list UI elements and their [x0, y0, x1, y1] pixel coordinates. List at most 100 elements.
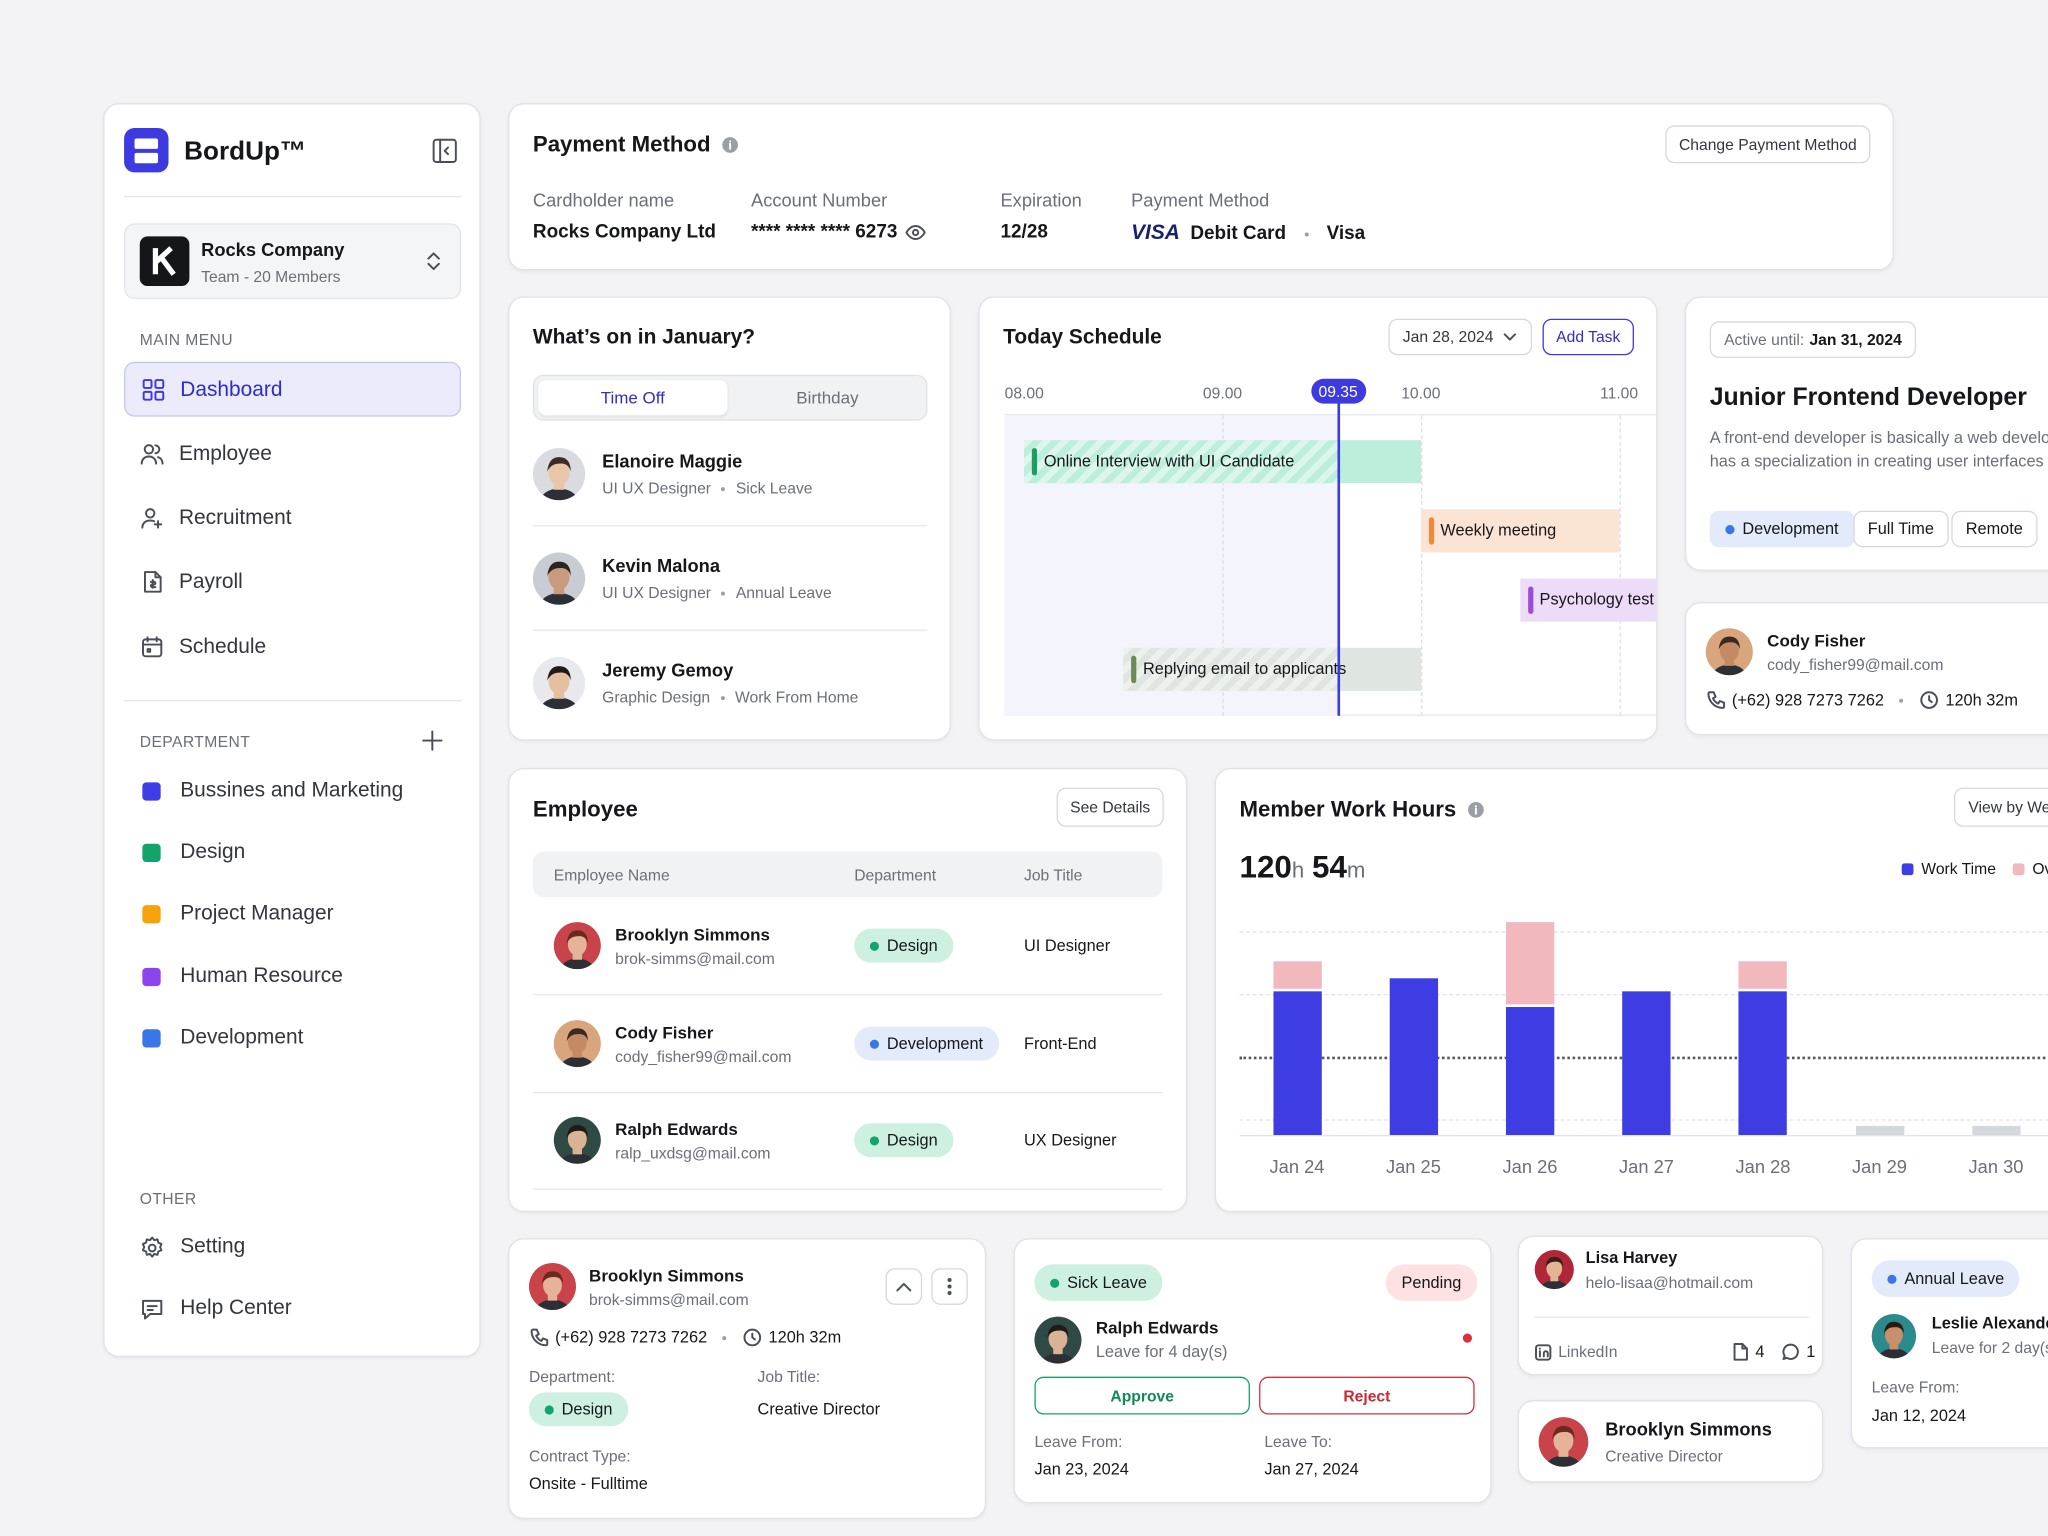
job-tag-text: Full Time: [1867, 519, 1934, 539]
person-meta: UI UX Designer Annual Leave: [602, 584, 832, 602]
menu-item[interactable]: Employee: [124, 427, 461, 482]
employee-email: cody_fisher99@mail.com: [615, 1047, 792, 1066]
total-hours: 120 h 54 m: [1240, 850, 1366, 887]
comment-count: 1: [1806, 1342, 1816, 1361]
social-email: helo-lisaa@hotmail.com: [1585, 1273, 1754, 1292]
company-meta: Team - 20 Members: [201, 267, 341, 287]
change-payment-button[interactable]: Change Payment Method: [1665, 125, 1871, 164]
collapse-button[interactable]: [885, 1268, 923, 1305]
total-hours-unit: h: [1291, 858, 1305, 883]
legend-item: Overtime: [2012, 859, 2048, 878]
january-card: What’s on in January? Time Off Birthday Ela…: [508, 296, 951, 741]
more-button[interactable]: [931, 1268, 968, 1305]
contact-phone: (+62) 928 7273 7262: [1731, 690, 1884, 710]
legend-swatch: [1901, 862, 1914, 875]
dot: [1304, 231, 1309, 236]
schedule-card: Today Schedule Jan 28, 2024 Add Task 08.00 0…: [978, 296, 1658, 741]
department-item[interactable]: Human Resource: [124, 953, 461, 1000]
payment-field-text: **** **** **** 6273: [751, 222, 898, 243]
contact-email: cody_fisher99@mail.com: [1767, 655, 1944, 674]
phone-icon: [1707, 691, 1726, 709]
schedule-event[interactable]: Online Interview with UI Candidate: [1024, 440, 1421, 484]
add-task-button[interactable]: Add Task: [1542, 318, 1634, 356]
menu-label: Schedule: [178, 636, 267, 659]
menu-item[interactable]: Schedule: [124, 620, 461, 675]
department-item[interactable]: Design: [124, 829, 461, 876]
department-tag: Design: [528, 1392, 629, 1427]
department-tag-text: Development: [886, 1034, 984, 1053]
job-tag-text: Remote: [1965, 519, 2023, 539]
other-icon: [141, 1236, 163, 1258]
menu-label: Dashboard: [180, 378, 283, 401]
file-count: 4: [1755, 1342, 1765, 1361]
column-header: Job Title: [1023, 865, 1083, 885]
contact-card: Cody Fisher cody_fisher99@mail.com (+62) 9…: [1684, 602, 2048, 736]
other-item[interactable]: Setting: [124, 1224, 461, 1271]
job-description: A front-end developer is basically a web…: [1709, 428, 2048, 447]
legend-label: Overtime: [2032, 859, 2048, 878]
tab[interactable]: Birthday: [796, 387, 859, 408]
avatar: [1705, 628, 1753, 676]
dot: [721, 486, 726, 491]
job-card: Active until: Jan 31, 2024 Junior Frontend…: [1684, 296, 2048, 571]
work-bar: [1505, 1007, 1555, 1135]
comment-icon: [1782, 1343, 1799, 1360]
field-label: Job Title:: [757, 1367, 821, 1386]
info-icon: [1468, 801, 1484, 818]
view-by-button[interactable]: View by Week: [1953, 787, 2048, 827]
active-badge: Active until: Jan 31, 2024: [1709, 321, 1917, 358]
x-tick-label: Jan 25: [1385, 1155, 1441, 1177]
schedule-event[interactable]: Replying email to applicants: [1123, 647, 1421, 691]
info-icon: [722, 137, 738, 153]
department-item[interactable]: Project Manager: [124, 891, 461, 938]
leave-type-tag-text: Sick Leave: [1067, 1273, 1147, 1292]
field-value: Jan 23, 2024: [1034, 1460, 1129, 1479]
department-tag-text: Design: [886, 1131, 938, 1150]
see-details-button[interactable]: See Details: [1056, 787, 1164, 827]
schedule-event[interactable]: Weekly meeting: [1420, 509, 1620, 553]
work-hours-header: Member Work Hours: [1240, 797, 1485, 823]
field-label: Department:: [528, 1367, 616, 1386]
employee-job: UI Designer: [1023, 936, 1111, 955]
menu-heading: MAIN MENU: [139, 330, 233, 349]
department-item[interactable]: Bussines and Marketing: [124, 768, 461, 815]
reject-button[interactable]: Reject: [1259, 1376, 1475, 1415]
employee-job: UX Designer: [1023, 1131, 1117, 1150]
divider: [124, 195, 462, 198]
company-switcher[interactable]: Rocks Company Team - 20 Members: [124, 223, 462, 300]
menu-item[interactable]: Dashboard: [124, 361, 462, 417]
payment-field-value: VISA Debit Card Visa: [1131, 222, 1365, 246]
elapsed-stripes: [1024, 440, 1339, 484]
company-logo: [139, 236, 190, 287]
menu-icon: [143, 571, 162, 593]
divider: [124, 700, 462, 702]
employee-name: Ralph Edwards: [615, 1119, 738, 1139]
time-grid-line: [1420, 415, 1423, 716]
field-label: Leave From:: [1034, 1432, 1123, 1452]
department-name: Human Resource: [180, 965, 343, 988]
dot: [1899, 698, 1904, 703]
avatar: [1871, 1313, 1917, 1359]
event-accent: [1428, 517, 1434, 545]
clock-icon: [744, 1328, 762, 1347]
active-date: Jan 31, 2024: [1809, 330, 1902, 349]
department-item[interactable]: Development: [124, 1015, 461, 1062]
work-bar: [1622, 990, 1671, 1135]
sidebar: BordUp™ Rocks Company Team - 20 Members MAI…: [103, 103, 481, 1358]
schedule-event[interactable]: Psychology test: [1519, 578, 1657, 622]
date-picker[interactable]: Jan 28, 2024: [1388, 318, 1533, 356]
linkedin-icon: [1535, 1343, 1552, 1360]
legend-label: Work Time: [1921, 859, 1996, 878]
now-line: [1336, 399, 1340, 716]
other-item[interactable]: Help Center: [124, 1285, 461, 1332]
tab-active[interactable]: Time Off: [538, 380, 728, 416]
approve-button[interactable]: Approve: [1034, 1376, 1250, 1415]
menu-item[interactable]: Payroll: [124, 555, 461, 610]
department-swatch: [142, 967, 161, 987]
menu-item[interactable]: Recruitment: [124, 491, 461, 546]
dot: [869, 941, 880, 951]
dot: [869, 1039, 880, 1049]
legend-swatch: [2012, 862, 2025, 875]
empty-bar: [1971, 1125, 2021, 1136]
x-tick-label: Jan 26: [1502, 1155, 1558, 1177]
